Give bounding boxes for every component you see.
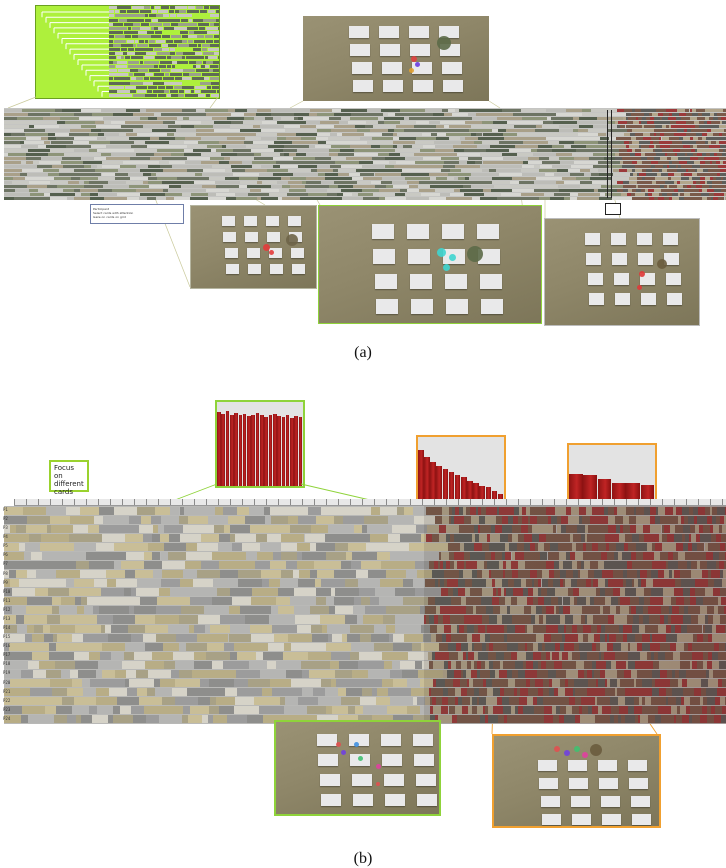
gaze-marker	[590, 744, 602, 756]
scene-photo-b1	[274, 720, 441, 816]
memory-card	[628, 760, 647, 771]
row-label: P6	[3, 552, 8, 557]
row-label: P11	[3, 598, 10, 603]
memory-card	[542, 814, 561, 825]
row-label: P20	[3, 680, 10, 685]
memory-card	[539, 778, 558, 789]
gaze-marker	[582, 752, 588, 758]
gaze-marker	[358, 756, 363, 761]
row-label: P1	[3, 507, 8, 512]
row-label: P16	[3, 643, 10, 648]
row-label: P12	[3, 607, 10, 612]
memory-card	[599, 778, 618, 789]
row-label: P2	[3, 516, 8, 521]
row-label: P24	[3, 716, 10, 721]
memory-card	[381, 734, 401, 746]
memory-card	[568, 760, 587, 771]
memory-card	[385, 794, 405, 806]
gaze-marker	[564, 750, 570, 756]
memory-card	[417, 794, 437, 806]
memory-card	[569, 778, 588, 789]
memory-card	[601, 796, 620, 807]
timeline-strip-b	[4, 506, 726, 724]
memory-card	[414, 754, 434, 766]
row-label: P7	[3, 561, 8, 566]
gaze-marker	[354, 742, 359, 747]
row-label: P4	[3, 534, 8, 539]
memory-card	[416, 774, 436, 786]
memory-card	[352, 774, 372, 786]
memory-card	[632, 814, 651, 825]
memory-card	[631, 796, 650, 807]
row-label: P3	[3, 525, 8, 530]
row-label: P19	[3, 670, 10, 675]
memory-card	[571, 796, 590, 807]
memory-card	[320, 774, 340, 786]
row-label: P15	[3, 634, 10, 639]
gaze-marker	[376, 782, 380, 786]
row-label: P21	[3, 689, 10, 694]
memory-card	[538, 760, 557, 771]
row-label: P13	[3, 616, 10, 621]
memory-card	[353, 794, 373, 806]
gaze-marker	[336, 742, 341, 747]
row-label: P9	[3, 580, 8, 585]
memory-card	[629, 778, 648, 789]
memory-card	[602, 814, 621, 825]
memory-card	[318, 754, 338, 766]
dense-region-overlay	[424, 506, 726, 724]
row-label: P22	[3, 698, 10, 703]
row-label: P5	[3, 543, 8, 548]
row-label: P10	[3, 589, 10, 594]
memory-card	[541, 796, 560, 807]
scene-photo-b2	[492, 734, 661, 828]
row-label: P23	[3, 707, 10, 712]
memory-card	[384, 774, 404, 786]
memory-card	[413, 734, 433, 746]
row-label: P18	[3, 661, 10, 666]
memory-card	[572, 814, 591, 825]
caption-b: (b)	[343, 850, 383, 868]
memory-card	[382, 754, 402, 766]
memory-card	[317, 734, 337, 746]
gaze-marker	[574, 746, 580, 752]
row-label: P17	[3, 652, 10, 657]
row-label: P14	[3, 625, 10, 630]
gaze-marker	[341, 750, 346, 755]
gaze-marker	[376, 764, 381, 769]
time-ruler	[14, 499, 726, 506]
memory-card	[349, 734, 369, 746]
gaze-marker	[554, 746, 560, 752]
row-label: P8	[3, 571, 8, 576]
memory-card	[598, 760, 617, 771]
memory-card	[321, 794, 341, 806]
